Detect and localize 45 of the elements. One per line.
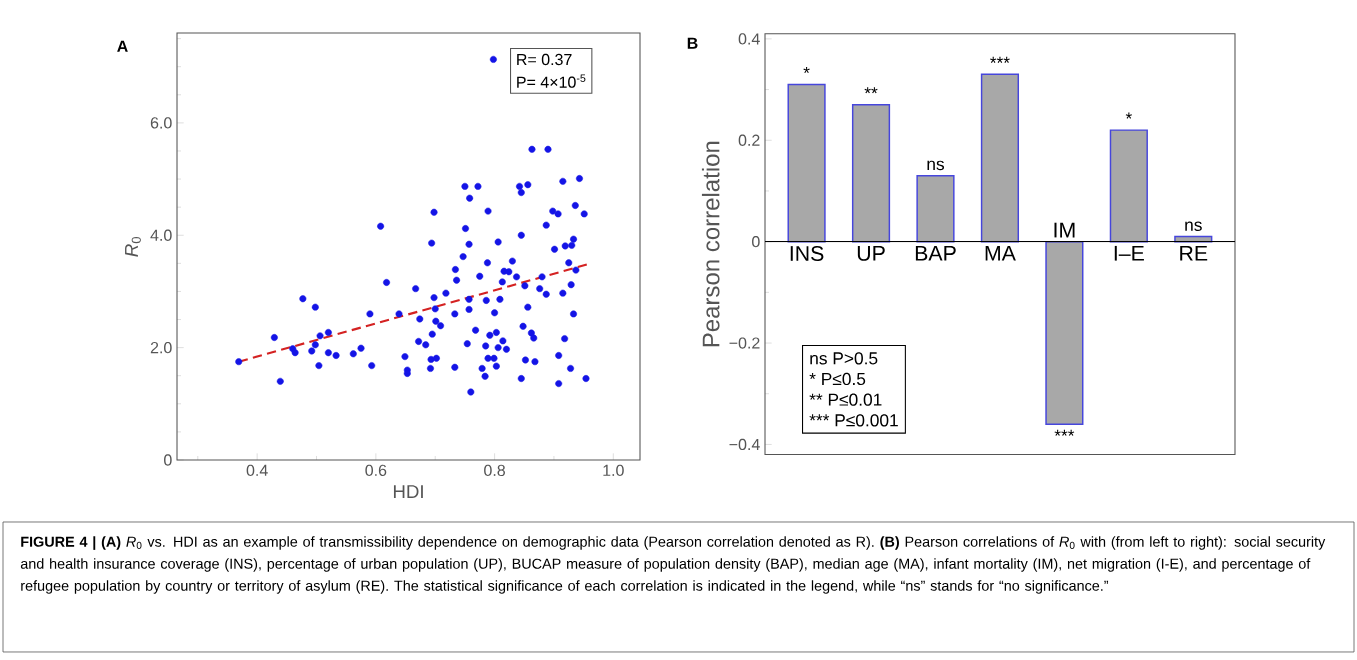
annotation: P= 4×10$^{-5}$ (517, 74, 586, 88)
x-tick-label: 0.8 (484, 464, 505, 477)
annotation: * (803, 66, 810, 74)
bar (980, 73, 1020, 243)
annotation: ** P≤0.01 (809, 393, 882, 406)
annotation: * (1125, 112, 1132, 119)
y-tick-label: 0.4 (738, 33, 760, 45)
bar (1045, 240, 1084, 425)
annotation: R= 0.37 (517, 53, 572, 66)
y-axis-title: R$_{0}$ (125, 236, 141, 257)
x-tick-label: RE (1180, 245, 1208, 261)
y-tick-label: −0.4 (729, 438, 760, 451)
x-tick-label: IM (1054, 222, 1075, 238)
annotation: *** (1054, 429, 1075, 436)
annotation: ** (864, 87, 878, 94)
text: B (687, 37, 698, 49)
annotation: ns (927, 160, 945, 171)
x-axis-title: HDI (393, 485, 423, 499)
x-tick-label: BAP (915, 245, 956, 261)
y-tick-label: 2.0 (150, 341, 172, 354)
y-tick-label: 0 (164, 454, 172, 466)
y-tick-label: −0.2 (729, 337, 760, 349)
annotation: ns P>0.5 (810, 352, 878, 365)
x-tick-label: 0.6 (365, 464, 387, 477)
bar (916, 175, 955, 243)
bar (1109, 129, 1148, 243)
y-tick-label: 4.0 (150, 229, 172, 241)
x-tick-label: UP (857, 245, 885, 261)
y-tick-label: 6.0 (150, 117, 172, 129)
bar (787, 83, 826, 243)
y-tick-label: 0 (752, 236, 760, 248)
bar (851, 104, 891, 243)
x-tick-label: MA (985, 245, 1016, 261)
x-tick-label: I–E (1114, 245, 1144, 261)
annotation: *** (990, 56, 1010, 63)
y-tick-label: 0.2 (738, 134, 760, 146)
annotation: *** P≤0.001 (809, 414, 898, 427)
annotation: * P≤0.5 (809, 372, 866, 386)
x-tick-label: 0.4 (246, 464, 268, 477)
text: A (117, 40, 128, 52)
y-axis-title: Pearson correlation (701, 141, 720, 347)
x-tick-label: 1.0 (603, 464, 624, 477)
text: FIGURE 4 | (A) R$_{0}$ vs. HDI as an example of transmissibility dependence on demographic data (Pearson correlation denoted as R). (B) Pearson correlations of R$_{0}$ with (from left to right): social security and health insurance coverage (INS), percentage of urban population (UP), BUCAP measure of population density (BAP), median age (MA), infant mortality (IM), net migration (I-E), and percentage of refugee population by country or territory of asylum (RE). The statistical significance of each correlation is indicated in the legend, while “ns” stands for “no significance.” (20, 536, 1326, 594)
annotation: ns (1185, 221, 1202, 231)
x-tick-label: INS (790, 245, 824, 262)
